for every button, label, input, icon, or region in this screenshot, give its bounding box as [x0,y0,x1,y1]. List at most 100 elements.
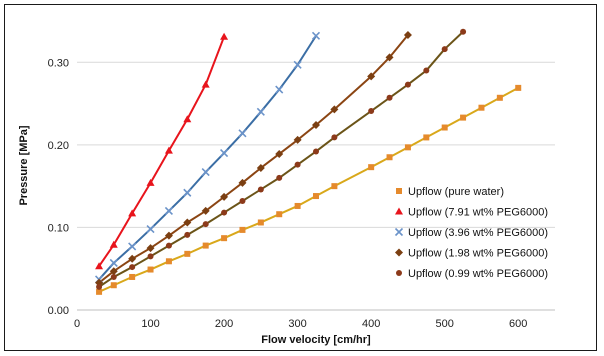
legend-marker [394,227,404,237]
x-marker-stroke [394,227,404,237]
data-point [128,254,137,263]
data-point [256,163,265,172]
data-point [201,80,210,88]
data-point [331,183,338,190]
y-axis-title: Pressure [MPa] [18,125,30,205]
x-marker-stroke [311,31,321,40]
data-point [220,32,229,40]
data-point [276,211,283,218]
data-point [220,192,229,201]
data-point [129,264,136,271]
data-point [238,129,247,138]
data-point [146,178,155,186]
data-point [202,242,209,249]
data-point [183,188,192,197]
data-point [183,218,192,227]
data-point [128,242,137,251]
data-point [164,231,173,240]
data-point [515,84,522,91]
data-point [202,221,209,228]
data-point [441,46,448,53]
data-point [496,94,503,101]
data-point [221,235,228,242]
data-point [239,198,246,205]
data-point [184,250,191,257]
data-point [239,226,246,233]
legend-entry: Upflow (0.99 wt% PEG6000) [408,268,548,280]
data-point [221,209,228,216]
data-point [164,146,173,154]
y-tick-label: 0.10 [48,222,69,234]
data-point [110,282,117,289]
data-point [109,258,118,267]
data-point [256,107,265,116]
data-point [385,53,394,62]
x-marker-stroke [201,168,210,177]
series-line-5 [98,31,464,288]
data-point [201,168,210,177]
x-tick-label: 100 [141,318,159,330]
data-point [368,164,375,171]
x-marker-stroke [293,60,302,69]
x-tick-label: 500 [436,318,454,330]
chart-frame: 0.00 0.10 0.20 0.30 0 100 200 300 400 500 600 Flow… [4,4,597,351]
data-point [183,115,192,123]
data-point [294,202,301,209]
data-point [109,267,118,276]
data-point [386,154,393,161]
data-point [165,258,172,265]
data-point [312,121,320,130]
data-point [95,262,104,270]
legend-marker [396,188,402,194]
data-point [128,209,137,217]
data-point [110,273,117,280]
tick-layer: 0.00 0.10 0.20 0.30 0 100 200 300 400 500 600 [48,57,528,330]
data-point [275,85,284,94]
grid-layer [77,61,555,311]
data-point [368,108,375,115]
data-point [201,206,210,215]
data-point [276,174,283,181]
data-point [96,288,103,295]
x-marker-stroke [220,149,229,158]
data-point [386,94,393,101]
data-point [238,178,247,187]
data-point [109,240,118,248]
x-marker-stroke [164,206,173,215]
x-tick-label: 600 [509,318,527,330]
x-tick-label: 400 [362,318,380,330]
legend-entry: Upflow (pure water) [408,186,504,198]
data-point [257,186,264,193]
x-tick-label: 0 [74,318,80,330]
data-point [275,149,284,158]
data-point [293,60,302,69]
data-point [293,135,302,144]
legend-entry: Upflow (3.96 wt% PEG6000) [408,227,548,239]
data-point [478,104,485,111]
x-tick-label: 200 [215,318,233,330]
y-tick-label: 0.00 [48,305,69,317]
data-point [423,67,430,74]
legend-marker [396,270,402,276]
data-point [220,149,229,158]
legend-entry: Upflow (1.98 wt% PEG6000) [408,248,548,260]
chart-svg: 0.00 0.10 0.20 0.30 0 100 200 300 400 500 600 Flow… [18,28,555,346]
x-marker-stroke [275,85,284,94]
data-point [96,283,103,290]
x-axis-title: Flow velocity [cm/hr] [261,334,371,346]
data-point [184,231,191,238]
data-point [423,134,430,141]
x-marker-stroke [256,107,265,116]
y-tick-label: 0.30 [48,57,69,69]
data-point [147,266,154,273]
legend-marker [395,207,403,215]
legend: Upflow (pure water) Upflow (7.91 wt% PEG6… [394,186,548,280]
data-point [404,81,411,88]
data-point [403,31,412,40]
data-point [367,72,376,81]
data-point [294,161,301,168]
data-point [129,273,136,280]
series-line-2 [98,36,226,267]
series-line-4 [98,34,409,284]
data-point [164,206,173,215]
